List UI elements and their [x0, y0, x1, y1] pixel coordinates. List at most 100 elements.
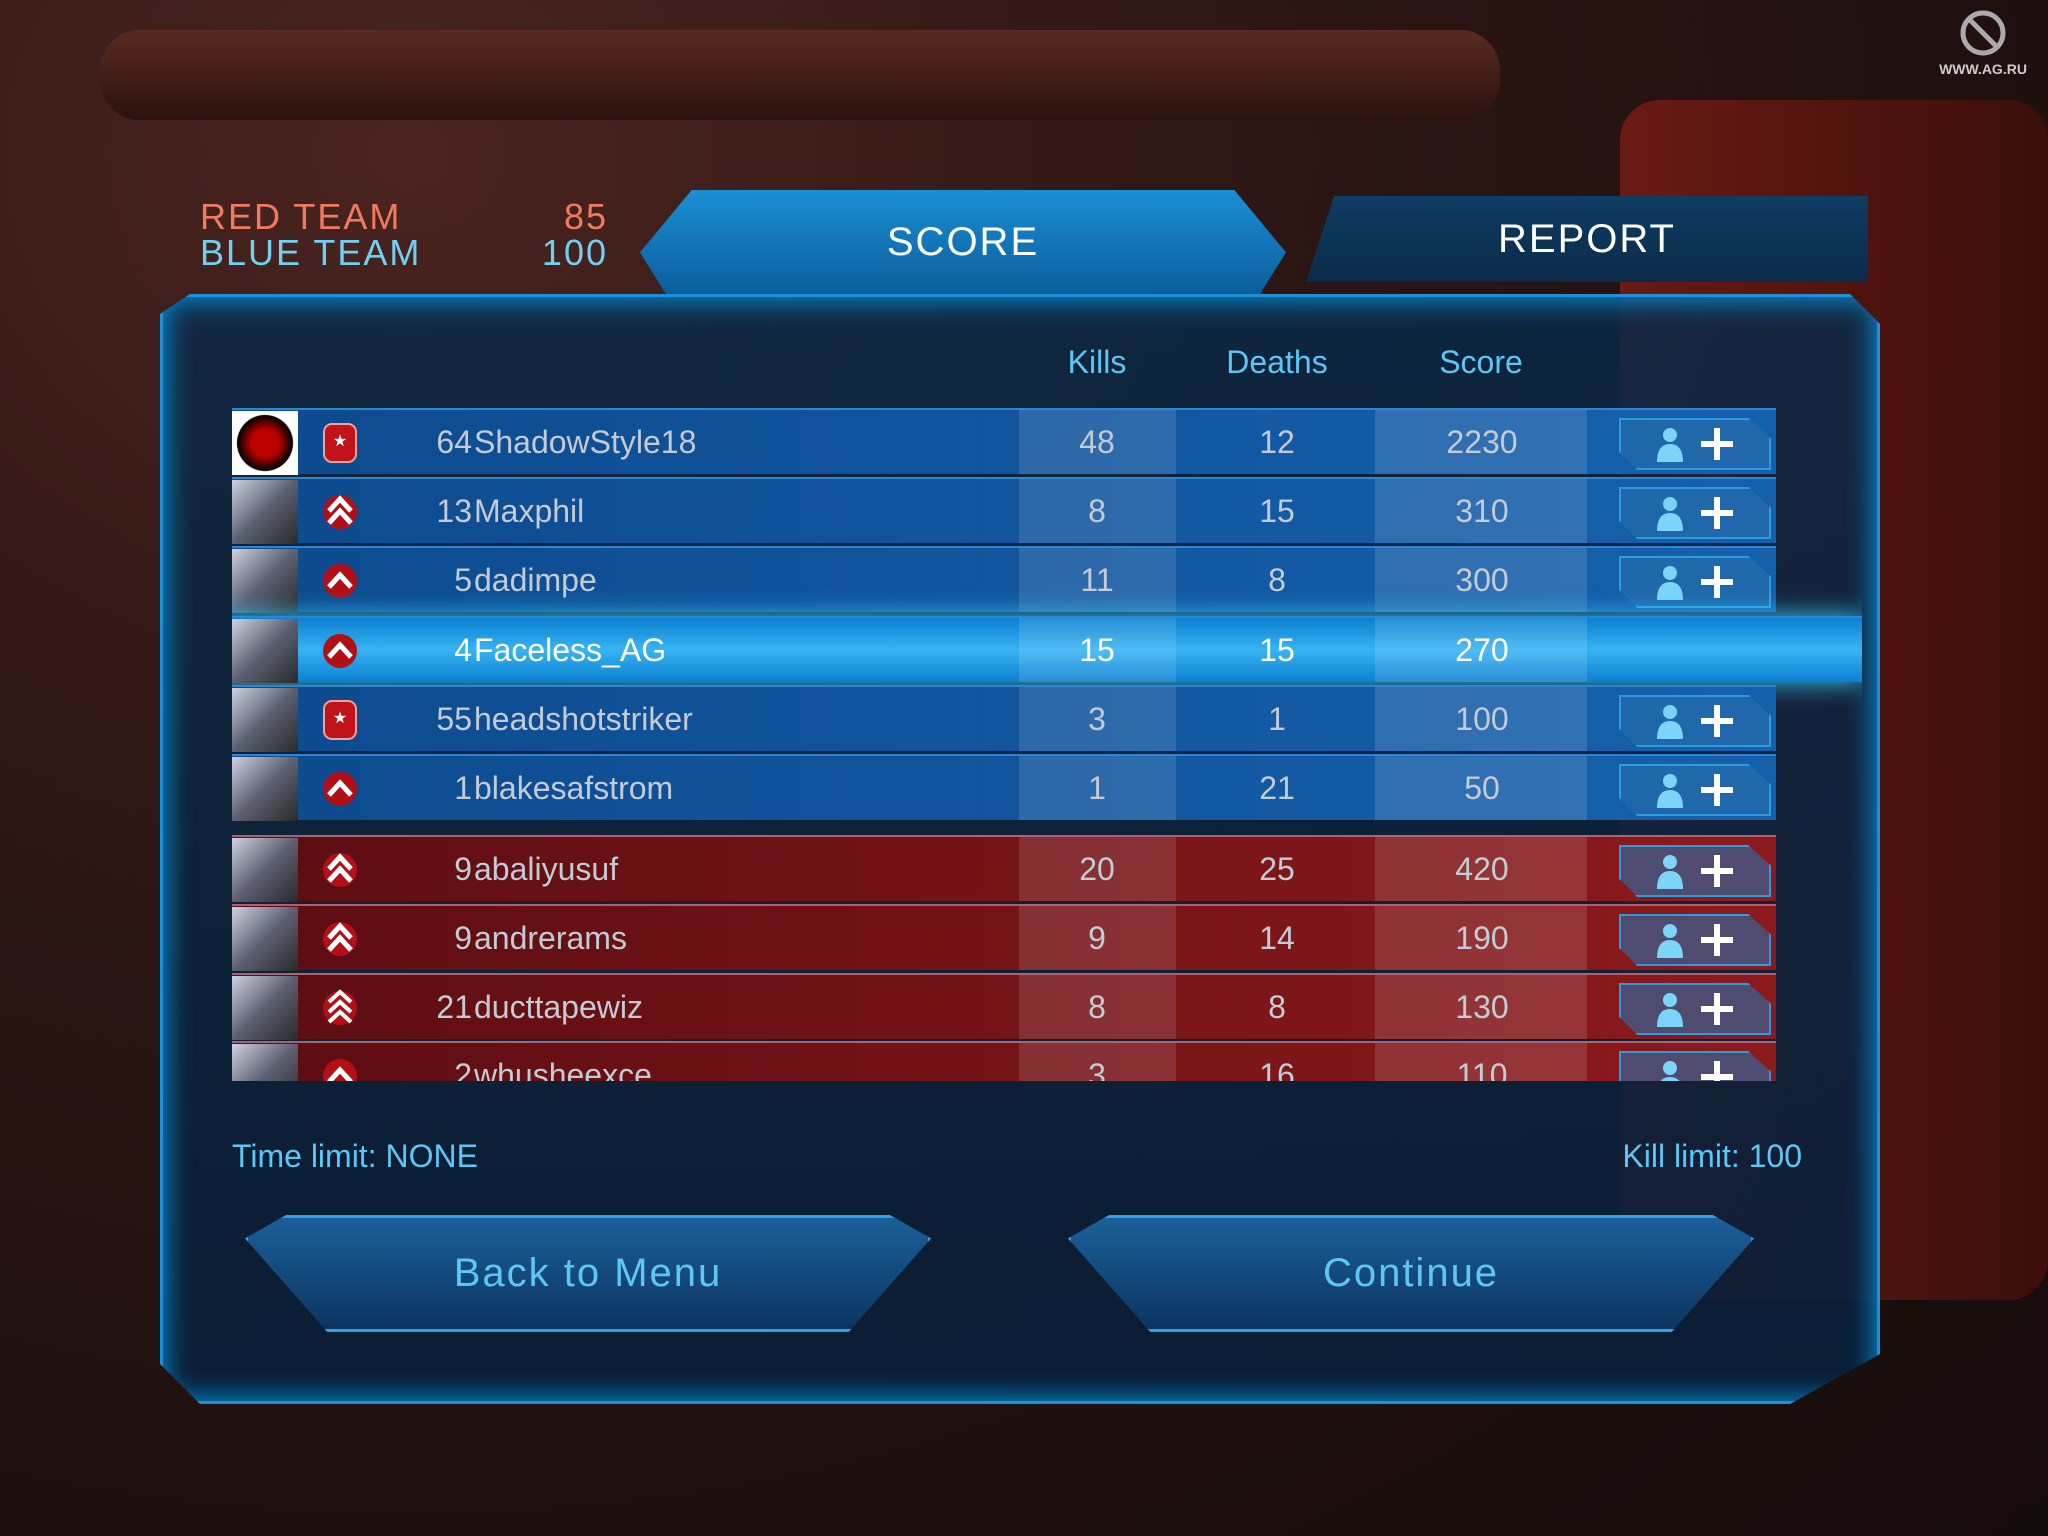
add-friend-button[interactable]: [1619, 1051, 1771, 1081]
player-row[interactable]: ★ 55 headshotstriker 3 1 100: [232, 685, 1776, 752]
add-friend-button[interactable]: [1619, 487, 1771, 539]
kills-band: [1019, 837, 1176, 901]
avatar[interactable]: [232, 619, 298, 683]
person-icon: [1657, 774, 1683, 808]
score-band: [1375, 975, 1587, 1039]
player-name: Faceless_AG: [474, 632, 667, 668]
rank-chevron-double-icon: [323, 922, 357, 956]
player-name: Maxphil: [474, 493, 585, 529]
player-name: blakesafstrom: [474, 770, 674, 806]
player-level: 21: [436, 989, 472, 1025]
rank-chevron-double-icon: [323, 853, 357, 887]
add-friend-button[interactable]: [1619, 845, 1771, 897]
player-row[interactable]: ★ 64 ShadowStyle18 48 12 2230: [232, 408, 1776, 475]
player-list[interactable]: ★ 64 ShadowStyle18 48 12 2230 13 Maxphil…: [232, 400, 1862, 1081]
add-friend-button[interactable]: [1619, 418, 1771, 470]
player-row[interactable]: 5 dadimpe 11 8 300: [232, 546, 1776, 613]
score-band: [1375, 479, 1587, 543]
player-score: 110: [1456, 1057, 1508, 1081]
player-row[interactable]: 9 andrerams 9 14 190: [232, 904, 1776, 971]
score-band: [1375, 837, 1587, 901]
player-deaths: 12: [1259, 424, 1295, 460]
player-name: andrerams: [474, 920, 627, 956]
column-header-score[interactable]: Score: [1439, 344, 1523, 380]
person-icon: [1657, 428, 1683, 462]
red-team-label: RED TEAM: [200, 196, 402, 237]
avatar[interactable]: [232, 907, 298, 971]
player-deaths: 25: [1259, 851, 1295, 887]
back-to-menu-button[interactable]: Back to Menu: [245, 1215, 931, 1332]
add-friend-button[interactable]: [1619, 983, 1771, 1035]
plus-icon: [1701, 428, 1733, 460]
rank-chevron-single-icon: [323, 564, 357, 598]
player-score: 190: [1455, 920, 1509, 956]
avatar[interactable]: [232, 480, 298, 544]
player-row[interactable]: 4 Faceless_AG 15 15 270: [232, 616, 1862, 683]
avatar[interactable]: [232, 688, 298, 752]
plus-icon: [1701, 497, 1733, 529]
player-kills: 11: [1080, 562, 1114, 598]
svg-text:★: ★: [333, 710, 347, 727]
tab-report[interactable]: REPORT: [1306, 196, 1868, 282]
player-deaths: 16: [1259, 1057, 1295, 1081]
player-name: dadimpe: [474, 562, 597, 598]
kills-band: [1019, 906, 1176, 970]
kills-band: [1019, 1043, 1176, 1081]
player-kills: 20: [1079, 851, 1115, 887]
kills-band: [1019, 975, 1176, 1039]
player-deaths: 21: [1259, 770, 1295, 806]
avatar[interactable]: [232, 411, 298, 475]
player-level: 64: [436, 424, 472, 460]
player-name: abaliyusuf: [474, 851, 619, 887]
player-row[interactable]: 9 abaliyusuf 20 25 420: [232, 835, 1776, 902]
column-header-kills[interactable]: Kills: [1067, 344, 1127, 380]
player-kills: 8: [1088, 989, 1106, 1025]
score-band: [1375, 756, 1587, 820]
avatar[interactable]: [232, 549, 298, 613]
kills-band: [1019, 548, 1176, 612]
score-band: [1375, 906, 1587, 970]
player-name: headshotstriker: [474, 701, 693, 737]
score-band: [1375, 618, 1587, 682]
player-kills: 15: [1079, 632, 1115, 668]
player-row[interactable]: 2 whusheexce 3 16 110: [232, 1041, 1776, 1081]
time-limit: Time limit: NONE: [232, 1138, 478, 1174]
player-score: 310: [1455, 493, 1509, 529]
player-level: 5: [454, 562, 472, 598]
person-icon: [1657, 497, 1683, 531]
add-friend-button[interactable]: [1619, 695, 1771, 747]
avatar[interactable]: [232, 757, 298, 821]
add-friend-button[interactable]: [1619, 914, 1771, 966]
player-level: 9: [454, 851, 472, 887]
plus-icon: [1701, 993, 1733, 1025]
red-team-score: 85: [563, 196, 608, 237]
rank-star-badge-icon: ★: [323, 700, 357, 740]
person-icon: [1657, 855, 1683, 889]
avatar[interactable]: [232, 976, 298, 1040]
score-band: [1375, 687, 1587, 751]
add-friend-button[interactable]: [1619, 556, 1771, 608]
kills-band: [1019, 687, 1176, 751]
person-icon: [1657, 993, 1683, 1027]
tab-score[interactable]: SCORE: [640, 190, 1286, 294]
player-row[interactable]: 1 blakesafstrom 1 21 50: [232, 754, 1776, 821]
player-score: 50: [1464, 770, 1500, 806]
blue-team-score: 100: [541, 232, 608, 273]
kills-band: [1019, 479, 1176, 543]
player-deaths: 8: [1268, 989, 1286, 1025]
player-deaths: 15: [1259, 493, 1295, 529]
player-row[interactable]: 21 ducttapewiz 8 8 130: [232, 973, 1776, 1040]
svg-text:★: ★: [333, 433, 347, 450]
add-friend-button[interactable]: [1619, 764, 1771, 816]
player-row[interactable]: 13 Maxphil 8 15 310: [232, 477, 1776, 544]
person-icon: [1657, 1061, 1683, 1081]
score-band: [1375, 1043, 1587, 1081]
avatar[interactable]: [232, 1044, 298, 1081]
continue-button[interactable]: Continue: [1068, 1215, 1754, 1332]
blue-team-label: BLUE TEAM: [200, 232, 422, 273]
avatar[interactable]: [232, 838, 298, 902]
column-header-deaths[interactable]: Deaths: [1226, 344, 1328, 380]
plus-icon: [1701, 1061, 1733, 1081]
score-band: [1375, 410, 1587, 474]
plus-icon: [1701, 924, 1733, 956]
